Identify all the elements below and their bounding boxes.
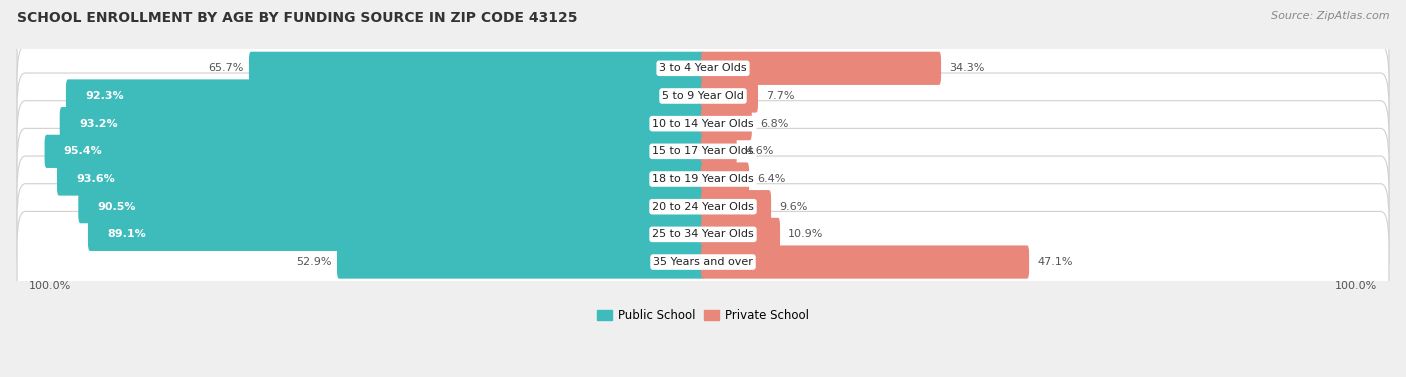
Text: 93.2%: 93.2% <box>79 119 118 129</box>
FancyBboxPatch shape <box>79 190 704 223</box>
Text: 90.5%: 90.5% <box>97 202 136 212</box>
Text: Source: ZipAtlas.com: Source: ZipAtlas.com <box>1271 11 1389 21</box>
Text: 10.9%: 10.9% <box>789 229 824 239</box>
FancyBboxPatch shape <box>17 101 1389 202</box>
Text: 9.6%: 9.6% <box>779 202 807 212</box>
Text: 15 to 17 Year Olds: 15 to 17 Year Olds <box>652 146 754 156</box>
Text: 20 to 24 Year Olds: 20 to 24 Year Olds <box>652 202 754 212</box>
Text: 47.1%: 47.1% <box>1038 257 1073 267</box>
Text: 25 to 34 Year Olds: 25 to 34 Year Olds <box>652 229 754 239</box>
Legend: Public School, Private School: Public School, Private School <box>593 304 813 326</box>
Text: 93.6%: 93.6% <box>76 174 115 184</box>
Text: 6.8%: 6.8% <box>761 119 789 129</box>
Text: 95.4%: 95.4% <box>63 146 103 156</box>
FancyBboxPatch shape <box>17 73 1389 174</box>
FancyBboxPatch shape <box>17 18 1389 119</box>
Text: 52.9%: 52.9% <box>297 257 332 267</box>
Text: 92.3%: 92.3% <box>86 91 124 101</box>
FancyBboxPatch shape <box>702 162 749 196</box>
Text: 65.7%: 65.7% <box>208 63 245 73</box>
FancyBboxPatch shape <box>17 211 1389 313</box>
FancyBboxPatch shape <box>45 135 704 168</box>
FancyBboxPatch shape <box>17 184 1389 285</box>
Text: 35 Years and over: 35 Years and over <box>652 257 754 267</box>
FancyBboxPatch shape <box>17 156 1389 257</box>
Text: 7.7%: 7.7% <box>766 91 794 101</box>
FancyBboxPatch shape <box>702 190 770 223</box>
FancyBboxPatch shape <box>702 245 1029 279</box>
FancyBboxPatch shape <box>89 218 704 251</box>
Text: 18 to 19 Year Olds: 18 to 19 Year Olds <box>652 174 754 184</box>
FancyBboxPatch shape <box>702 52 941 85</box>
Text: 34.3%: 34.3% <box>949 63 984 73</box>
Text: 100.0%: 100.0% <box>1334 281 1378 291</box>
FancyBboxPatch shape <box>249 52 704 85</box>
FancyBboxPatch shape <box>66 80 704 113</box>
Text: 4.6%: 4.6% <box>745 146 773 156</box>
Text: 89.1%: 89.1% <box>107 229 146 239</box>
Text: 5 to 9 Year Old: 5 to 9 Year Old <box>662 91 744 101</box>
Text: 10 to 14 Year Olds: 10 to 14 Year Olds <box>652 119 754 129</box>
Text: SCHOOL ENROLLMENT BY AGE BY FUNDING SOURCE IN ZIP CODE 43125: SCHOOL ENROLLMENT BY AGE BY FUNDING SOUR… <box>17 11 578 25</box>
FancyBboxPatch shape <box>702 218 780 251</box>
FancyBboxPatch shape <box>58 162 704 196</box>
FancyBboxPatch shape <box>702 135 737 168</box>
FancyBboxPatch shape <box>17 45 1389 147</box>
FancyBboxPatch shape <box>702 107 752 140</box>
FancyBboxPatch shape <box>337 245 704 279</box>
FancyBboxPatch shape <box>59 107 704 140</box>
FancyBboxPatch shape <box>702 80 758 113</box>
Text: 3 to 4 Year Olds: 3 to 4 Year Olds <box>659 63 747 73</box>
Text: 100.0%: 100.0% <box>28 281 72 291</box>
Text: 6.4%: 6.4% <box>758 174 786 184</box>
FancyBboxPatch shape <box>17 128 1389 230</box>
